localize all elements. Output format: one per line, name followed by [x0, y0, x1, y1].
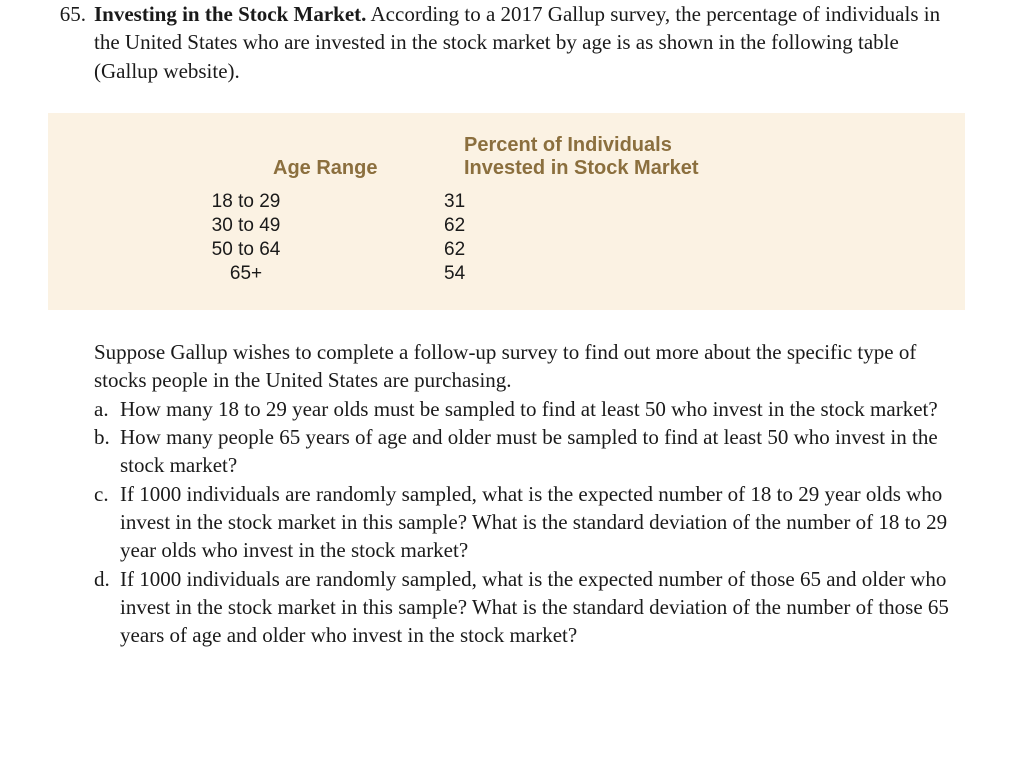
table-row: 65+ 54: [48, 262, 965, 286]
subparts-list: a. How many 18 to 29 year olds must be s…: [94, 395, 965, 650]
table-row: 50 to 64 62: [48, 238, 965, 262]
problem-intro-text: Investing in the Stock Market. According…: [94, 0, 965, 85]
subpart-letter: c.: [94, 480, 120, 565]
followup-block: Suppose Gallup wishes to complete a foll…: [94, 338, 965, 650]
cell-age: 30 to 49: [48, 214, 444, 238]
problem-number: 65.: [48, 0, 94, 85]
investment-table: Age Range Percent of Individuals Investe…: [48, 133, 965, 286]
subpart-d: d. If 1000 individuals are randomly samp…: [94, 565, 965, 650]
cell-age: 50 to 64: [48, 238, 444, 262]
problem-heading: 65. Investing in the Stock Market. Accor…: [48, 0, 965, 85]
cell-pct: 62: [444, 214, 965, 238]
cell-pct: 31: [444, 190, 965, 214]
cell-pct: 62: [444, 238, 965, 262]
subpart-text: If 1000 individuals are randomly sampled…: [120, 480, 965, 565]
problem-title: Investing in the Stock Market.: [94, 2, 366, 26]
col-header-pct-line1: Percent of Individuals: [464, 134, 672, 156]
textbook-page: 65. Investing in the Stock Market. Accor…: [0, 0, 1013, 670]
table-row: 30 to 49 62: [48, 214, 965, 238]
subpart-text: How many people 65 years of age and olde…: [120, 423, 965, 480]
followup-intro: Suppose Gallup wishes to complete a foll…: [94, 338, 965, 395]
subpart-c: c. If 1000 individuals are randomly samp…: [94, 480, 965, 565]
subpart-text: If 1000 individuals are randomly sampled…: [120, 565, 965, 650]
cell-age: 18 to 29: [48, 190, 444, 214]
table-row: 18 to 29 31: [48, 190, 965, 214]
subpart-a: a. How many 18 to 29 year olds must be s…: [94, 395, 965, 423]
col-header-percent: Percent of Individuals Invested in Stock…: [444, 133, 965, 190]
subpart-letter: a.: [94, 395, 120, 423]
subpart-letter: d.: [94, 565, 120, 650]
col-header-pct-line2: Invested in Stock Market: [464, 157, 699, 179]
cell-age: 65+: [48, 262, 444, 286]
subpart-b: b. How many people 65 years of age and o…: [94, 423, 965, 480]
col-header-age: Age Range: [48, 133, 444, 190]
subpart-letter: b.: [94, 423, 120, 480]
cell-pct: 54: [444, 262, 965, 286]
table-header-row: Age Range Percent of Individuals Investe…: [48, 133, 965, 190]
subpart-text: How many 18 to 29 year olds must be samp…: [120, 395, 965, 423]
col-header-age-text: Age Range: [273, 157, 377, 179]
data-table-container: Age Range Percent of Individuals Investe…: [48, 113, 965, 310]
